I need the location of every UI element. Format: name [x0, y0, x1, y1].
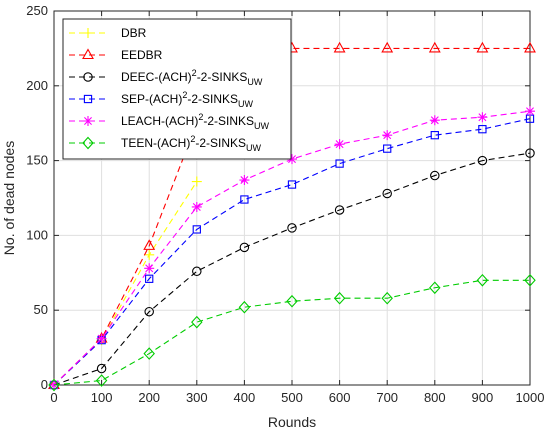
- legend-label: EEDBR: [121, 48, 163, 62]
- data-point: [239, 175, 250, 186]
- axis-ticks: 0 100 200 300 400 500 600 700 800 900 1000 0 50 100 15…: [26, 3, 544, 405]
- x-tick-label: 1000: [516, 390, 545, 405]
- data-point: [143, 239, 156, 250]
- data-point: [240, 195, 249, 204]
- data-point: [239, 242, 250, 253]
- data-point: [381, 291, 393, 305]
- series-line: [53, 47, 530, 386]
- data-point: [48, 378, 60, 392]
- data-point: [192, 225, 201, 234]
- series-line: [53, 118, 531, 386]
- legend-item: DEEC-(ACH)2-2-SINKSUW: [69, 68, 263, 87]
- data-point: [287, 180, 297, 189]
- legend-label: TEEN-(ACH)2-2-SINKSUW: [121, 134, 262, 153]
- data-point: [333, 291, 346, 305]
- y-tick-label: 0: [41, 377, 48, 392]
- data-point: [287, 154, 297, 165]
- x-tick-label: 900: [472, 390, 494, 405]
- data-point: [382, 188, 392, 199]
- series-4: [49, 106, 535, 390]
- legend-item: SEP-(ACH)2-2-SINKSUW: [69, 90, 254, 109]
- legend-marker: [83, 72, 93, 82]
- x-tick-label: 500: [281, 390, 303, 405]
- y-tick-label: 100: [26, 227, 48, 242]
- y-tick-label: 150: [26, 153, 48, 168]
- data-point: [525, 106, 535, 117]
- data-point: [144, 306, 154, 317]
- x-tick-label: 300: [186, 390, 208, 405]
- data-point: [476, 273, 489, 287]
- data-point: [430, 131, 439, 140]
- x-tick-label: 100: [91, 390, 113, 405]
- legend: DBR EEDBR DEEC-(ACH)2-2-SINKSUW SEP-(ACH)2-…: [62, 18, 292, 160]
- data-point: [287, 223, 297, 233]
- y-axis-title: No. of dead nodes: [1, 141, 17, 255]
- legend-label: DEEC-(ACH)2-2-SINKSUW: [121, 68, 263, 87]
- data-point: [383, 144, 392, 153]
- data-point: [478, 125, 487, 134]
- data-point: [477, 155, 488, 166]
- data-point: [525, 148, 535, 158]
- y-tick-label: 250: [26, 3, 48, 18]
- series-2: [49, 148, 535, 390]
- data-point: [429, 281, 441, 295]
- series-line: [53, 279, 530, 386]
- data-point: [191, 176, 202, 187]
- legend-label: LEACH-(ACH)2-2-SINKSUW: [121, 112, 270, 131]
- data-point: [286, 294, 298, 308]
- data-point: [524, 273, 536, 287]
- legend-marker: [83, 94, 93, 104]
- x-axis-title: Rounds: [268, 414, 316, 430]
- data-point: [192, 266, 202, 277]
- legend-label: DBR: [121, 26, 147, 40]
- legend-marker: [83, 116, 93, 126]
- legend-marker: [82, 48, 94, 60]
- y-tick-label: 200: [26, 78, 48, 93]
- x-tick-label: 200: [138, 390, 160, 405]
- data-point: [333, 41, 346, 53]
- data-point: [191, 315, 203, 329]
- data-point: [145, 274, 154, 283]
- data-point: [96, 333, 107, 344]
- legend-item: LEACH-(ACH)2-2-SINKSUW: [69, 112, 270, 131]
- data-point: [476, 41, 489, 53]
- data-point: [429, 115, 440, 126]
- data-series: [48, 41, 536, 392]
- y-tick-label: 50: [34, 302, 48, 317]
- data-point: [191, 201, 202, 212]
- legend-box: [62, 18, 292, 160]
- x-tick-label: 600: [329, 390, 351, 405]
- data-point: [335, 159, 344, 168]
- legend-label: SEP-(ACH)2-2-SINKSUW: [121, 90, 254, 109]
- legend-marker: [82, 136, 94, 150]
- data-point: [144, 249, 155, 260]
- data-point: [334, 139, 345, 150]
- x-tick-label: 700: [376, 390, 398, 405]
- data-point: [381, 41, 394, 53]
- x-tick-label: 800: [424, 390, 446, 405]
- data-point: [524, 41, 536, 53]
- data-point: [96, 363, 107, 374]
- data-point: [95, 374, 108, 387]
- legend-item: DBR: [69, 26, 147, 40]
- x-tick-label: 0: [50, 390, 57, 405]
- x-tick-label: 400: [234, 390, 256, 405]
- data-point: [477, 112, 488, 123]
- data-point: [238, 300, 251, 314]
- data-point: [334, 205, 345, 215]
- series-line: [53, 152, 531, 386]
- legend-item: TEEN-(ACH)2-2-SINKSUW: [69, 134, 262, 153]
- data-point: [430, 170, 440, 181]
- data-point: [382, 130, 393, 141]
- legend-marker: [83, 28, 93, 38]
- data-point: [144, 263, 155, 274]
- data-point: [428, 41, 441, 53]
- legend-item: EEDBR: [69, 48, 163, 62]
- series-5: [48, 273, 536, 392]
- data-point: [143, 347, 155, 360]
